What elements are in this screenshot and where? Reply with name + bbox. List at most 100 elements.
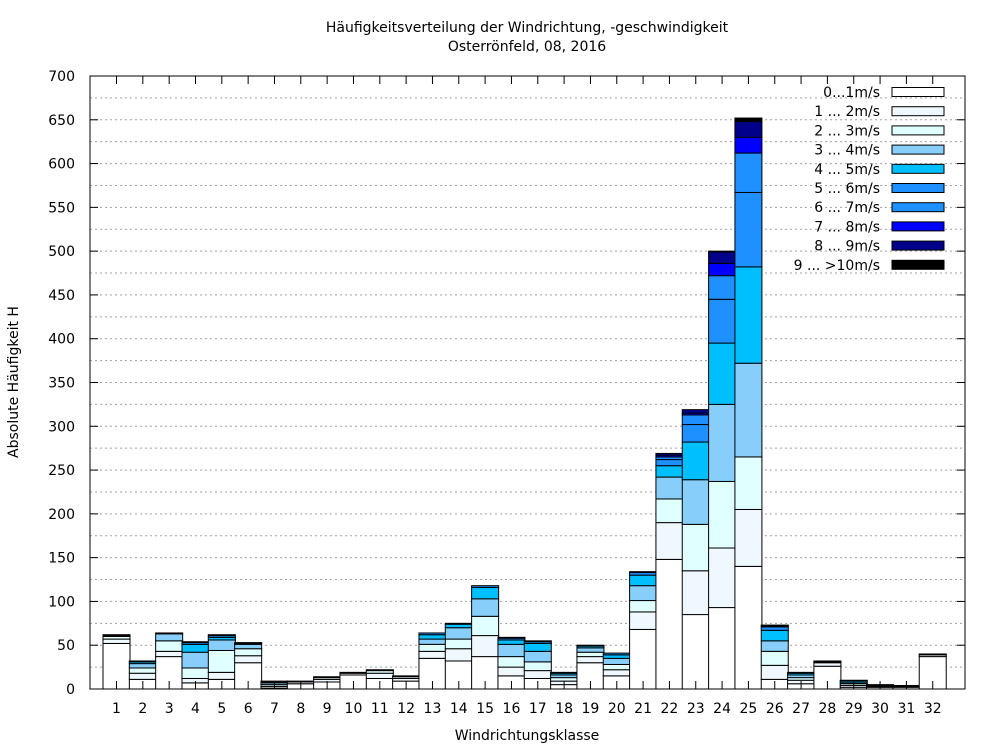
legend-swatch xyxy=(891,221,945,232)
bar-segment xyxy=(523,670,552,679)
bar-segment xyxy=(734,136,763,154)
legend-label: 0...1m/s xyxy=(823,85,880,101)
bar-segment xyxy=(471,635,500,658)
bar-segment xyxy=(708,275,737,300)
bar-segment xyxy=(155,640,184,652)
bar-segment xyxy=(471,598,500,617)
x-tick-label: 16 xyxy=(503,701,521,717)
bar-segment xyxy=(629,585,658,602)
bar-segment xyxy=(181,651,210,669)
bar-segment xyxy=(128,667,157,674)
bar-segment xyxy=(234,648,263,657)
bar-segment xyxy=(760,629,789,642)
bar-segment xyxy=(655,522,684,560)
x-tick-label: 12 xyxy=(397,701,415,717)
x-tick-label: 2 xyxy=(138,701,147,717)
bar-segment xyxy=(708,403,737,482)
bar-segment xyxy=(181,667,210,679)
bar-segment xyxy=(629,628,658,690)
bar-segment xyxy=(128,672,157,680)
y-tick-label: 450 xyxy=(48,288,75,304)
bar-segment xyxy=(444,623,473,629)
bar-segment xyxy=(523,650,552,663)
bar-segment xyxy=(207,634,236,637)
x-tick-label: 31 xyxy=(897,701,915,717)
x-axis-label: Windrichtungsklasse xyxy=(455,728,600,744)
bar-segment xyxy=(708,547,737,609)
x-tick-label: 4 xyxy=(191,701,200,717)
bar-segment xyxy=(655,558,684,690)
bar-segment xyxy=(708,342,737,405)
legend-swatch xyxy=(891,106,945,117)
legend-swatch xyxy=(891,87,945,97)
y-tick-label: 100 xyxy=(48,594,75,610)
x-tick-label: 26 xyxy=(766,701,784,717)
bar-segment xyxy=(681,441,710,481)
bar-segment xyxy=(708,607,737,690)
y-tick-label: 150 xyxy=(48,551,75,567)
x-tick-label: 19 xyxy=(582,701,600,717)
bar-segment xyxy=(760,624,789,627)
bar-segment xyxy=(128,660,157,663)
bar-segment xyxy=(576,651,605,658)
y-tick-label: 350 xyxy=(48,376,75,392)
legend-swatch xyxy=(891,259,945,270)
bar-segment xyxy=(681,523,710,572)
bar-segment xyxy=(813,662,842,667)
bar-segment xyxy=(681,424,710,443)
legend-label: 7 ... 8m/s xyxy=(814,219,880,235)
legend: 0...1m/s 1 ... 2m/s 2 ... 3m/s 3 ... 4m/s 4 … xyxy=(794,85,945,274)
bar-segment xyxy=(497,643,526,658)
legend-label: 4 ... 5m/s xyxy=(814,162,880,178)
chart-subtitle: Osterrönfeld, 08, 2016 xyxy=(448,39,606,55)
legend-swatch xyxy=(891,125,945,136)
y-tick-label: 200 xyxy=(48,507,75,523)
legend-swatch xyxy=(891,163,945,174)
bar-segment xyxy=(813,660,842,663)
bar-segment xyxy=(734,191,763,268)
x-tick-label: 13 xyxy=(424,701,442,717)
bar-segment xyxy=(918,653,947,656)
bar-segment xyxy=(550,677,579,682)
bar-segment xyxy=(365,672,394,679)
legend-label: 9 ... >10m/s xyxy=(794,258,880,274)
bar-segment xyxy=(734,456,763,510)
bar-segment xyxy=(708,298,737,344)
bar-segment xyxy=(339,671,368,674)
x-tick-label: 21 xyxy=(634,701,652,717)
x-axis: 1 2 3 4 5 6 7 8 9 10 11 12 13 14 15 16 17 18 19 20 21 22 23 24 2… xyxy=(112,76,942,717)
bar-segment xyxy=(444,627,473,640)
bar-segment xyxy=(181,643,210,653)
bar-segment xyxy=(576,644,605,647)
y-tick-label: 700 xyxy=(48,69,75,85)
y-tick-label: 250 xyxy=(48,463,75,479)
x-tick-label: 10 xyxy=(345,701,363,717)
bar-segment xyxy=(576,647,605,653)
y-tick-label: 0 xyxy=(66,682,75,698)
bar-segment xyxy=(471,615,500,637)
bar-segment xyxy=(313,676,342,679)
legend-swatch xyxy=(891,240,945,251)
bar-segment xyxy=(497,656,526,668)
bar-segment xyxy=(602,657,631,665)
bar-segment xyxy=(418,632,447,636)
bar-segment xyxy=(497,666,526,677)
y-tick-label: 300 xyxy=(48,419,75,435)
bar-segment xyxy=(708,250,737,253)
bar-segment xyxy=(207,649,236,673)
legend-swatch xyxy=(891,183,945,193)
legend-label: 2 ... 3m/s xyxy=(814,123,880,139)
bar-segment xyxy=(734,362,763,458)
bar-segment xyxy=(681,479,710,525)
bar-segment xyxy=(681,570,710,616)
bar-segment xyxy=(734,565,763,690)
y-tick-label: 650 xyxy=(48,113,75,129)
x-tick-label: 8 xyxy=(296,701,305,717)
bar-segment xyxy=(602,652,631,656)
bar-segment xyxy=(787,671,816,674)
legend-label: 3 ... 4m/s xyxy=(814,143,880,159)
x-tick-label: 3 xyxy=(165,701,174,717)
x-tick-label: 1 xyxy=(112,701,121,717)
x-tick-label: 17 xyxy=(529,701,547,717)
